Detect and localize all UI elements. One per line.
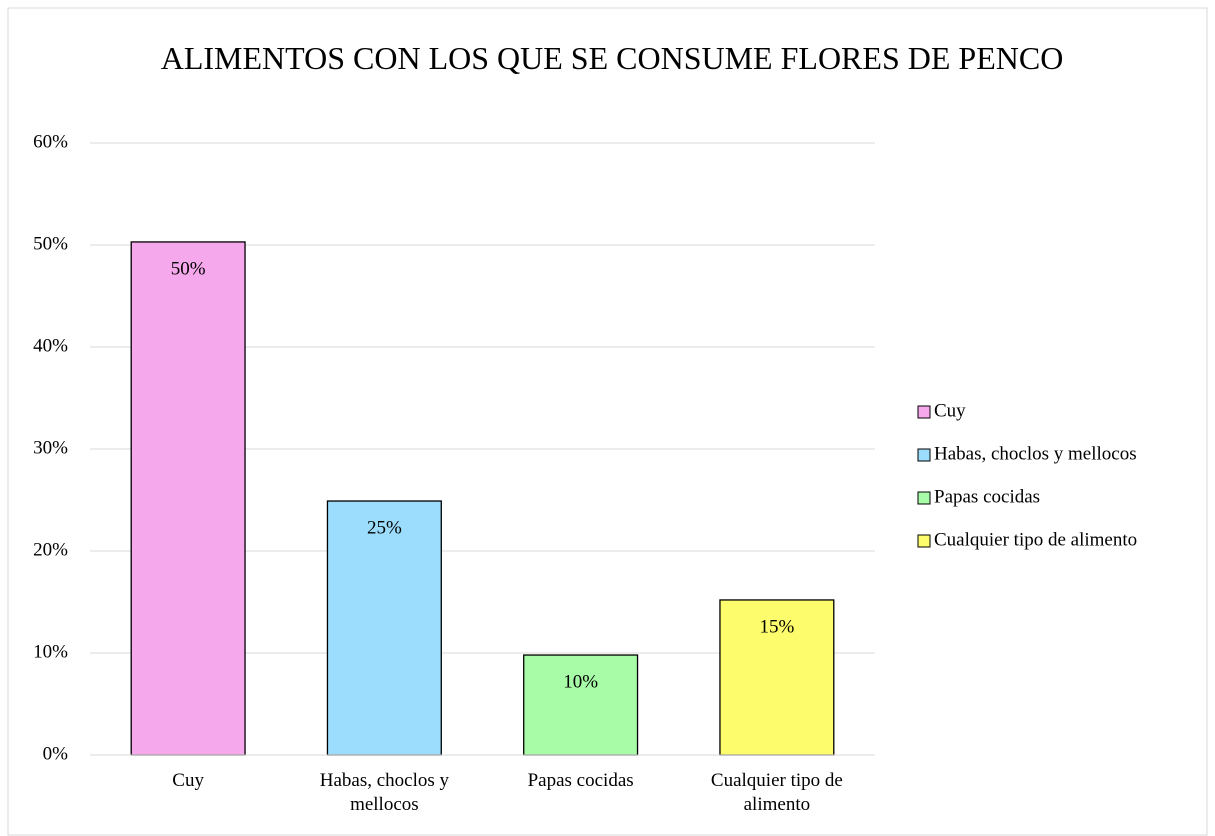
legend-swatch [917,534,931,548]
bar [326,500,442,756]
legend-swatch [917,491,931,505]
data-label: 50% [171,258,206,279]
y-tick-label: 40% [33,335,68,356]
y-tick-label: 30% [33,437,68,458]
x-tick-label: Cuy [172,770,204,791]
legend-label: Habas, choclos y mellocos [934,443,1137,464]
legend-label: Cuy [934,400,966,421]
legend-swatch [917,405,931,419]
legend-swatch [917,448,931,462]
bar [523,654,639,756]
y-tick-label: 10% [33,641,68,662]
chart-title: ALIMENTOS CON LOS QUE SE CONSUME FLORES … [160,40,1064,76]
y-tick-label: 60% [33,131,68,152]
y-tick-label: 20% [33,539,68,560]
legend-label: Cualquier tipo de alimento [934,529,1137,550]
bar [130,241,246,756]
x-tick-label: Habas, choclos y mellocos [319,770,450,815]
y-tick-label: 0% [43,743,69,764]
x-tick-label: Papas cocidas [527,770,634,791]
bar [719,599,835,756]
data-label: 25% [367,517,402,538]
x-tick-label: Cualquier tipo de alimento [710,770,843,815]
y-tick-label: 50% [33,233,68,254]
data-label: 10% [563,671,598,692]
data-label: 15% [759,616,794,637]
legend-label: Papas cocidas [934,486,1040,507]
